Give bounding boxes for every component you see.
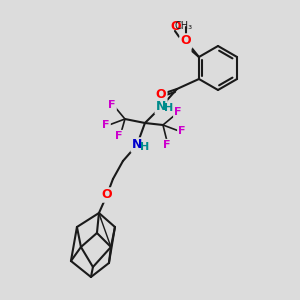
Text: O: O — [181, 34, 191, 47]
Text: O: O — [180, 38, 190, 52]
Text: CH₃: CH₃ — [175, 21, 193, 31]
Text: F: F — [163, 140, 171, 150]
Text: F: F — [115, 131, 123, 141]
Text: N: N — [156, 100, 166, 113]
Text: F: F — [178, 126, 186, 136]
Text: H: H — [140, 142, 150, 152]
Text: O: O — [102, 188, 112, 202]
Text: F: F — [102, 120, 110, 130]
Text: O: O — [171, 20, 181, 32]
Text: F: F — [174, 107, 182, 117]
Text: O: O — [156, 88, 166, 100]
Text: H: H — [164, 103, 174, 113]
Text: N: N — [132, 139, 142, 152]
Text: F: F — [108, 100, 116, 110]
